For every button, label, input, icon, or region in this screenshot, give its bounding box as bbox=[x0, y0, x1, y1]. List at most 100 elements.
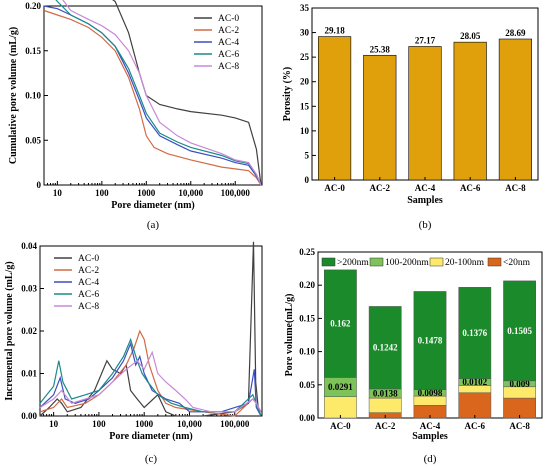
y-tick-label: 20 bbox=[300, 77, 310, 87]
segment-value-label: 0.0138 bbox=[373, 388, 398, 398]
y-axis-label: Cumulative pore volume (mL/g) bbox=[8, 27, 19, 164]
bar-value-label: 27.17 bbox=[415, 35, 436, 45]
panel-a-cumulative-pore-volume: 10 100 1000 10,000 100,000 0 0.05 0.10 0.15 0.20 P… bbox=[0, 0, 278, 239]
x-axis-label: Pore diameter (nm) bbox=[109, 431, 193, 442]
x-tick-label: 10,000 bbox=[177, 419, 202, 429]
x-tick-label: 100,000 bbox=[221, 188, 251, 198]
x-tick-label: AC-8 bbox=[505, 183, 526, 193]
x-tick-label: 100,000 bbox=[220, 419, 250, 429]
segment-value-label: 0.0102 bbox=[462, 377, 487, 387]
x-axis-label: Samples bbox=[412, 431, 448, 442]
y-tick-label: 0 bbox=[305, 175, 310, 185]
x-tick-label: 1000 bbox=[137, 188, 156, 198]
y-tick-label: 0.00 bbox=[21, 411, 37, 421]
legend-label-ac-0: AC-0 bbox=[218, 14, 239, 24]
y-tick-label: 0.03 bbox=[21, 284, 37, 294]
panel-caption: (a) bbox=[147, 219, 160, 231]
legend-label: >200nm bbox=[337, 258, 369, 268]
series-line-ac-6 bbox=[39, 337, 262, 417]
legend-label: <20nm bbox=[503, 258, 531, 268]
y-tick-label: 0.02 bbox=[21, 326, 37, 336]
series-line-ac-2 bbox=[39, 329, 262, 417]
legend-label-ac-8: AC-8 bbox=[218, 62, 239, 72]
y-tick-label: 30 bbox=[300, 28, 310, 38]
x-tick-label: 10 bbox=[49, 419, 59, 429]
x-tick-label: 100 bbox=[95, 188, 109, 198]
segment-value-label: 0.0291 bbox=[328, 382, 353, 392]
legend-swatch bbox=[369, 257, 384, 267]
chart-svg-pa: 10 100 1000 10,000 100,000 0 0.05 0.10 0.15 0.20 P… bbox=[8, 0, 263, 231]
y-tick-label: 0.05 bbox=[25, 135, 41, 145]
segment-value-label: 0.1242 bbox=[373, 343, 398, 353]
y-axis-label: Pore volume(mL/g) bbox=[284, 294, 295, 377]
stack-segment-ac-8 bbox=[503, 280, 536, 382]
legend-label-ac-4: AC-4 bbox=[218, 38, 239, 48]
panel-caption: (b) bbox=[419, 219, 432, 231]
bar-ac-6 bbox=[453, 41, 487, 181]
y-tick-label: 0 bbox=[37, 180, 42, 190]
plot-frame bbox=[39, 245, 263, 417]
segment-value-label: 0.0098 bbox=[418, 388, 443, 398]
x-tick-label: AC-4 bbox=[415, 183, 436, 193]
y-tick-label: 0.04 bbox=[21, 241, 37, 251]
y-tick-label: 0.20 bbox=[299, 280, 315, 290]
y-tick-label: 0.25 bbox=[299, 247, 315, 257]
panel-c-incremental-pore-volume: 10 100 1000 10,000 100,000 0.00 0.01 0.02 0.03 0.… bbox=[0, 234, 278, 473]
legend-label-ac-4: AC-4 bbox=[78, 278, 99, 288]
y-tick-label: 0.05 bbox=[299, 380, 315, 390]
chart-svg-pc: 10 100 1000 10,000 100,000 0.00 0.01 0.02 0.03 0.… bbox=[4, 241, 263, 465]
x-tick-label: AC-6 bbox=[465, 421, 486, 431]
legend-label: 100-200nm bbox=[385, 258, 429, 268]
legend: AC-0 AC-2 AC-4 AC-6 AC-8 bbox=[54, 254, 99, 312]
x-tick-label: AC-6 bbox=[460, 183, 481, 193]
bar-ac-2 bbox=[363, 54, 397, 181]
x-tick-label: AC-2 bbox=[370, 183, 391, 193]
y-tick-label: 15 bbox=[300, 101, 310, 111]
legend-label: 20-100nm bbox=[445, 258, 485, 268]
y-tick-label: 10 bbox=[300, 126, 310, 136]
legend: AC-0 AC-2 AC-4 AC-6 AC-8 bbox=[194, 14, 239, 72]
y-tick-label: 0.15 bbox=[25, 46, 41, 56]
series-line-ac-2 bbox=[43, 9, 262, 186]
bar-ac-8 bbox=[498, 38, 532, 181]
x-tick-label: AC-0 bbox=[330, 421, 351, 431]
y-tick-label: 0.20 bbox=[25, 1, 41, 11]
x-tick-label: AC-0 bbox=[324, 183, 345, 193]
legend: >200nm 100-200nm 20-100nm <20nm bbox=[321, 257, 531, 268]
legend-label-ac-0: AC-0 bbox=[78, 254, 99, 264]
panel-caption: (d) bbox=[424, 453, 437, 465]
panel-d-pore-volume-distribution: 0.00 0.05 0.10 0.15 0.20 0.25 0.0291 0.162 AC-0 0… bbox=[280, 234, 550, 473]
y-tick-label: 35 bbox=[300, 3, 310, 13]
x-axis-label: Pore diameter (nm) bbox=[111, 200, 195, 211]
legend-label-ac-6: AC-6 bbox=[78, 290, 99, 300]
segment-value-label: 0.162 bbox=[330, 319, 351, 329]
bar-ac-0 bbox=[318, 36, 352, 181]
legend-swatch bbox=[487, 257, 502, 267]
stack-segment-ac-6 bbox=[458, 287, 492, 379]
stack-segment-ac-2 bbox=[368, 397, 402, 413]
y-tick-label: 25 bbox=[300, 52, 310, 62]
y-tick-label: 5 bbox=[305, 150, 310, 160]
y-tick-label: 0.10 bbox=[25, 91, 41, 101]
chart-svg-pd: 0.00 0.05 0.10 0.15 0.20 0.25 0.0291 0.162 AC-0 0… bbox=[284, 247, 543, 465]
chart-svg-pb: 0 5 10 15 20 25 30 35 29.18 AC-0 25.38 AC-2 27.17 AC-… bbox=[282, 3, 539, 231]
bar-ac-4 bbox=[408, 46, 442, 181]
x-tick-label: AC-4 bbox=[420, 421, 441, 431]
y-tick-label: 0.01 bbox=[21, 369, 37, 379]
y-axis-label: Porosity (%) bbox=[282, 67, 293, 122]
stack-segment-ac-0 bbox=[324, 396, 357, 419]
y-tick-label: 0.10 bbox=[299, 347, 315, 357]
segment-value-label: 0.1505 bbox=[507, 326, 532, 336]
x-tick-label: AC-8 bbox=[509, 421, 530, 431]
x-tick-label: 10,000 bbox=[178, 188, 203, 198]
segment-value-label: 0.009 bbox=[509, 379, 530, 389]
legend-label-ac-2: AC-2 bbox=[78, 266, 99, 276]
stack-segment-ac-6 bbox=[458, 392, 492, 419]
y-axis-label: Incremental pore volume (mL/g) bbox=[4, 261, 15, 400]
legend-label-ac-6: AC-6 bbox=[218, 50, 239, 60]
panel-b-porosity: 0 5 10 15 20 25 30 35 29.18 AC-0 25.38 AC-2 27.17 AC-… bbox=[280, 0, 550, 239]
series-line-ac-0 bbox=[39, 241, 262, 417]
y-tick-label: 0.15 bbox=[299, 313, 315, 323]
stack-segment-ac-0 bbox=[324, 269, 357, 378]
segment-value-label: 0.1478 bbox=[418, 336, 443, 346]
